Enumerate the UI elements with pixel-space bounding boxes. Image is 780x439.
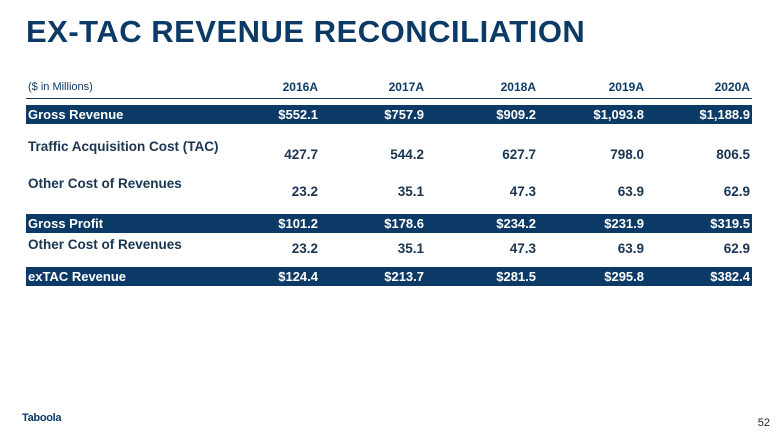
table-cell: 63.9 <box>617 241 644 256</box>
table-cell: 62.9 <box>723 241 750 256</box>
table-cell: $319.5 <box>710 216 750 231</box>
column-header-2017a: 2017A <box>388 80 424 94</box>
row-label: Gross Profit <box>28 216 104 231</box>
table-row-other-cost: Other Cost of Revenues 23.2 35.1 47.3 63… <box>26 171 752 208</box>
table-header-row: ($ in Millions) 2016A 2017A 2018A 2019A … <box>26 78 752 99</box>
table-cell: 35.1 <box>397 241 424 256</box>
column-header-2020a: 2020A <box>714 80 750 94</box>
row-label: Other Cost of Revenues <box>28 237 182 252</box>
table-cell: 47.3 <box>509 184 536 199</box>
table-cell: 23.2 <box>291 241 318 256</box>
table-cell: 806.5 <box>716 147 750 162</box>
row-label: Traffic Acquisition Cost (TAC) <box>28 139 219 154</box>
table-cell: 627.7 <box>502 147 536 162</box>
table-cell: $757.9 <box>384 107 424 122</box>
table-cell: 63.9 <box>617 184 644 199</box>
table-row-extac-revenue: exTAC Revenue $124.4 $213.7 $281.5 $295.… <box>26 267 752 286</box>
table-row-other-cost-2: Other Cost of Revenues 23.2 35.1 47.3 63… <box>26 233 752 263</box>
table-cell: 35.1 <box>397 184 424 199</box>
table-cell: $1,093.8 <box>593 107 644 122</box>
table-cell: $231.9 <box>604 216 644 231</box>
table-row-gross-profit: Gross Profit $101.2 $178.6 $234.2 $231.9… <box>26 214 752 233</box>
table-cell: $178.6 <box>384 216 424 231</box>
column-header-2018a: 2018A <box>500 80 536 94</box>
reconciliation-table: ($ in Millions) 2016A 2017A 2018A 2019A … <box>26 78 752 286</box>
column-header-2019a: 2019A <box>608 80 644 94</box>
row-label: Gross Revenue <box>28 107 124 122</box>
page-number: 52 <box>757 417 770 429</box>
table-cell: 47.3 <box>509 241 536 256</box>
table-cell: $382.4 <box>710 269 750 284</box>
unit-label: ($ in Millions) <box>28 81 93 93</box>
table-cell: $295.8 <box>604 269 644 284</box>
table-cell: 62.9 <box>723 184 750 199</box>
table-cell: 798.0 <box>610 147 644 162</box>
table-row-tac: Traffic Acquisition Cost (TAC) 427.7 544… <box>26 134 752 171</box>
table-cell: $1,188.9 <box>699 107 750 122</box>
taboola-logo: Taboola <box>22 412 62 424</box>
row-label: exTAC Revenue <box>28 269 127 284</box>
table-cell: 544.2 <box>390 147 424 162</box>
table-row-gross-revenue: Gross Revenue $552.1 $757.9 $909.2 $1,09… <box>26 105 752 124</box>
table-cell: 23.2 <box>291 184 318 199</box>
row-label: Other Cost of Revenues <box>28 176 182 191</box>
table-cell: $552.1 <box>278 107 318 122</box>
page-title: EX-TAC REVENUE RECONCILIATION <box>26 14 586 49</box>
table-cell: $124.4 <box>278 269 318 284</box>
table-cell: $234.2 <box>496 216 536 231</box>
column-header-2016a: 2016A <box>282 80 318 94</box>
table-cell: $213.7 <box>384 269 424 284</box>
table-cell: $281.5 <box>496 269 536 284</box>
table-cell: $909.2 <box>496 107 536 122</box>
table-cell: $101.2 <box>278 216 318 231</box>
table-cell: 427.7 <box>284 147 318 162</box>
